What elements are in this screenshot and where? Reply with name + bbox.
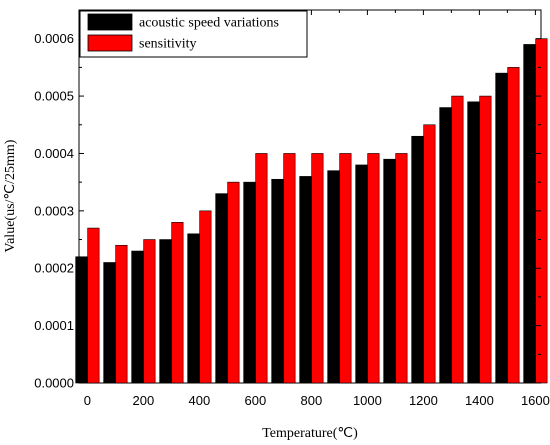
bar-sensitivity-700 [283, 153, 296, 384]
y-tick-label: 0.0004 [34, 146, 74, 161]
legend-label: sensitivity [139, 37, 197, 52]
bar-sensitivity-300 [171, 222, 184, 384]
x-tick-label: 0 [84, 393, 91, 408]
bar-sensitivity-1600 [535, 38, 548, 384]
bar-sensitivity-1000 [367, 153, 380, 384]
x-axis-label: Temperature(℃) [262, 426, 358, 441]
bar-acoustic-300 [159, 239, 172, 384]
bar-sensitivity-200 [143, 239, 156, 384]
bar-acoustic-100 [103, 262, 116, 384]
bar-acoustic-1000 [355, 164, 368, 384]
bar-sensitivity-1500 [507, 67, 520, 384]
bar-sensitivity-1300 [451, 95, 464, 384]
x-tick-label: 1400 [465, 393, 494, 408]
bar-sensitivity-1400 [479, 95, 492, 384]
bar-acoustic-600 [243, 181, 256, 384]
bar-acoustic-0 [75, 256, 88, 384]
bars-group [75, 38, 548, 384]
legend-swatch [87, 13, 133, 31]
legend-label: acoustic speed variations [139, 16, 279, 31]
bar-acoustic-1300 [439, 107, 452, 384]
x-tick-label: 600 [245, 393, 267, 408]
x-tick-label: 400 [189, 393, 211, 408]
x-tick-label: 1000 [353, 393, 382, 408]
bar-acoustic-1500 [495, 72, 508, 384]
x-tick-label: 800 [301, 393, 323, 408]
y-tick-label: 0.0002 [34, 261, 74, 276]
bar-acoustic-1100 [383, 158, 396, 384]
bar-sensitivity-400 [199, 210, 212, 384]
legend-swatch [87, 34, 133, 52]
bar-acoustic-700 [271, 178, 284, 384]
x-tick-label: 200 [133, 393, 155, 408]
bar-acoustic-400 [187, 233, 200, 384]
bar-sensitivity-100 [115, 244, 128, 384]
y-tick-label: 0.0006 [34, 31, 74, 46]
bar-sensitivity-500 [227, 181, 240, 384]
bar-sensitivity-1100 [395, 153, 408, 384]
y-axis-label: Value(us/℃/25mm) [3, 139, 18, 252]
bar-acoustic-200 [131, 250, 144, 384]
bar-acoustic-1400 [467, 101, 480, 384]
bar-sensitivity-900 [339, 153, 352, 384]
bar-sensitivity-600 [255, 153, 268, 384]
x-tick-label: 1200 [409, 393, 438, 408]
bar-acoustic-500 [215, 193, 228, 384]
y-tick-label: 0.0005 [34, 89, 74, 104]
bar-sensitivity-0 [87, 227, 100, 384]
bar-acoustic-1200 [411, 135, 424, 384]
y-tick-label: 0.0003 [34, 203, 74, 218]
y-tick-label: 0.0001 [34, 318, 74, 333]
bar-sensitivity-800 [311, 153, 324, 384]
bar-acoustic-900 [327, 170, 340, 384]
y-tick-label: 0.0000 [34, 376, 74, 391]
bar-acoustic-800 [299, 176, 312, 384]
legend: acoustic speed variations sensitivity [79, 10, 308, 58]
bar-acoustic-1600 [523, 44, 536, 384]
bar-sensitivity-1200 [423, 124, 436, 384]
x-tick-label: 1600 [521, 393, 550, 408]
